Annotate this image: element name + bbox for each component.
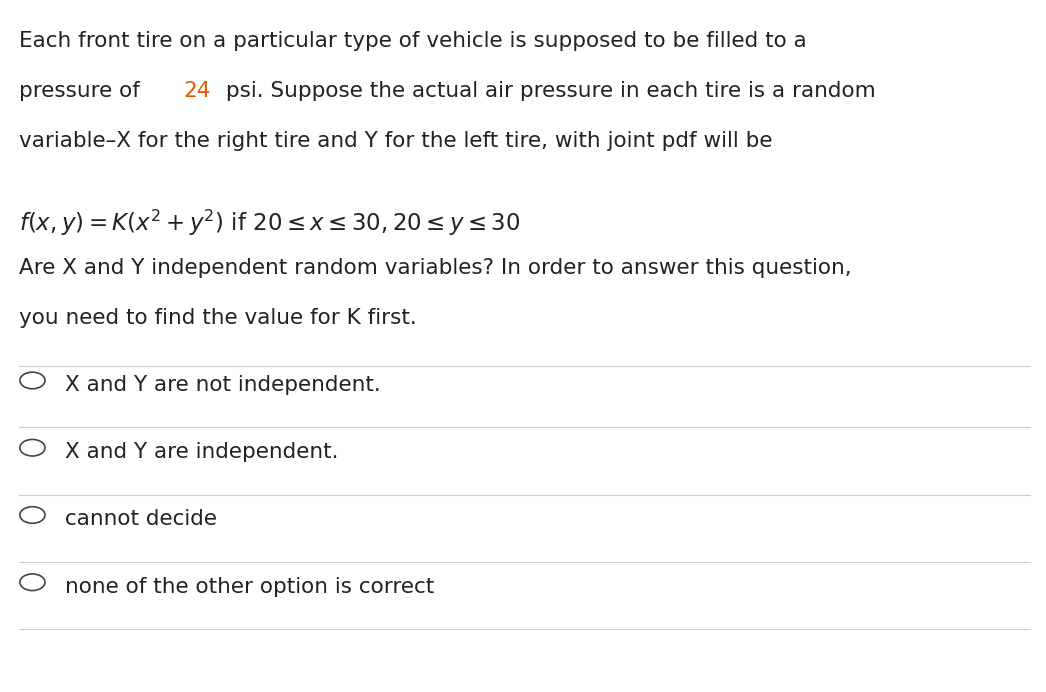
Text: Are X and Y independent random variables? In order to answer this question,: Are X and Y independent random variables… [19, 258, 851, 278]
Text: Each front tire on a particular type of vehicle is supposed to be filled to a: Each front tire on a particular type of … [19, 31, 806, 51]
Text: none of the other option is correct: none of the other option is correct [65, 576, 434, 597]
Text: you need to find the value for K first.: you need to find the value for K first. [19, 308, 416, 328]
Text: 24: 24 [184, 81, 211, 101]
Text: pressure of: pressure of [19, 81, 146, 101]
Text: $f(x, y) = K(x^2 + y^2)$ if $20 \leq x \leq 30, 20 \leq y \leq 30$: $f(x, y) = K(x^2 + y^2)$ if $20 \leq x \… [19, 208, 520, 238]
Text: X and Y are not independent.: X and Y are not independent. [65, 375, 381, 395]
Text: X and Y are independent.: X and Y are independent. [65, 442, 338, 462]
Text: cannot decide: cannot decide [65, 509, 217, 529]
Text: psi. Suppose the actual air pressure in each tire is a random: psi. Suppose the actual air pressure in … [220, 81, 876, 101]
Text: variable–X for the right tire and Y for the left tire, with joint pdf will be: variable–X for the right tire and Y for … [19, 131, 772, 151]
